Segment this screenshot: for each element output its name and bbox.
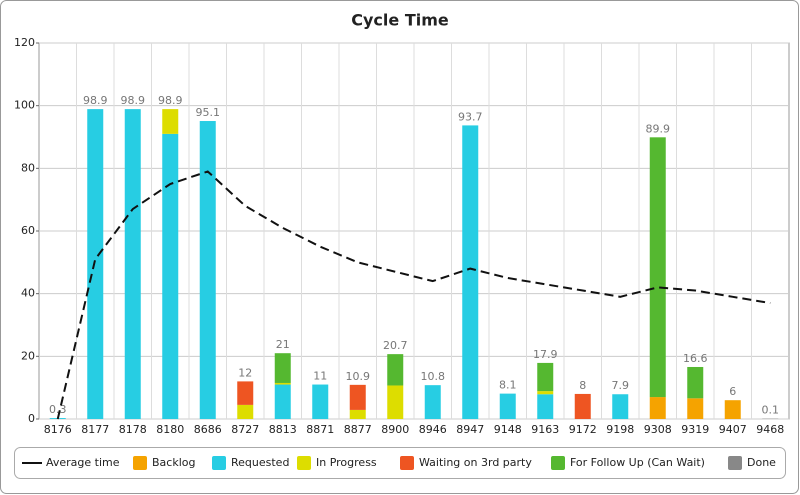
y-tick-label: 100 [14,99,35,112]
legend-label: Average time [46,456,120,469]
x-tick-label: 8686 [194,423,222,436]
bar-segment [87,109,104,419]
x-tick-label: 9308 [644,423,672,436]
bar-segment [537,391,554,395]
bar-segment [649,137,666,398]
bar-segment [649,397,666,419]
value-label: 0.3 [49,403,67,416]
bar-segment [162,109,179,134]
bar-segment [574,393,591,419]
value-label: 98.9 [83,94,108,107]
x-tick-label: 9148 [494,423,522,436]
legend-label: Requested [231,456,289,469]
value-label: 16.6 [683,352,708,365]
bar-segment [312,384,329,419]
value-label: 21 [276,338,290,351]
bar-segment [162,133,179,419]
bar-segment [349,409,366,419]
x-tick-label: 9468 [756,423,784,436]
value-label: 10.9 [346,370,371,383]
bar-segment [424,385,441,419]
legend-label: Backlog [152,456,195,469]
chart-title: Cycle Time [351,11,449,30]
y-tick-label: 40 [21,287,35,300]
bar-segment [687,366,704,399]
value-label: 0.1 [762,404,780,417]
value-label: 10.8 [421,370,446,383]
y-tick-label: 0 [28,412,35,425]
x-tick-label: 9407 [719,423,747,436]
value-label: 17.9 [533,348,558,361]
legend-swatch [133,456,147,470]
value-label: 95.1 [196,106,221,119]
legend-swatch [728,456,742,470]
legend-swatch [551,456,565,470]
x-tick-label: 8877 [344,423,372,436]
legend-label: In Progress [316,456,377,469]
x-tick-label: 9198 [606,423,634,436]
bar-segment [349,384,366,410]
bar-segment [387,354,404,386]
bar-segment [724,400,741,419]
bar-segment [612,394,629,419]
x-tick-label: 8727 [231,423,259,436]
value-label: 8 [579,379,586,392]
value-label: 20.7 [383,339,408,352]
bar-segment [537,362,554,392]
y-tick-label: 60 [21,224,35,237]
value-label: 6 [729,385,736,398]
x-tick-label: 8946 [419,423,447,436]
value-label: 98.9 [121,94,146,107]
x-tick-label: 9163 [531,423,559,436]
bar-segment [124,109,141,419]
value-label: 7.9 [612,379,630,392]
bar-segment [274,384,291,419]
y-tick-label: 80 [21,161,35,174]
legend-swatch [297,456,311,470]
legend-label: Done [747,456,776,469]
y-tick-label: 20 [21,349,35,362]
legend-swatch [212,456,226,470]
value-label: 98.9 [158,94,183,107]
bar-segment [237,381,254,405]
bar-segment [499,393,516,419]
bar-segment [537,394,554,419]
value-label: 11 [313,370,327,383]
y-tick-label: 120 [14,36,35,49]
bar-segment [387,385,404,419]
x-tick-label: 8947 [456,423,484,436]
bar-segment [274,382,291,385]
x-tick-label: 9319 [681,423,709,436]
x-tick-label: 8871 [306,423,334,436]
value-label: 8.1 [499,379,517,392]
x-tick-label: 8813 [269,423,297,436]
legend-swatch [400,456,414,470]
average-line [56,170,771,420]
bar-segment [199,121,216,420]
x-tick-label: 8177 [81,423,109,436]
bar-segment [237,404,254,419]
x-tick-label: 8178 [119,423,147,436]
x-tick-label: 9172 [569,423,597,436]
x-tick-label: 8900 [381,423,409,436]
x-tick-label: 8176 [44,423,72,436]
bar-segment [274,353,291,383]
value-label: 12 [238,366,252,379]
legend-label: Waiting on 3rd party [419,456,532,469]
x-tick-label: 8180 [156,423,184,436]
value-label: 89.9 [646,122,671,135]
bar-segment [462,125,479,419]
legend-label: For Follow Up (Can Wait) [570,456,705,469]
value-label: 93.7 [458,110,483,123]
bar-segment [687,398,704,419]
